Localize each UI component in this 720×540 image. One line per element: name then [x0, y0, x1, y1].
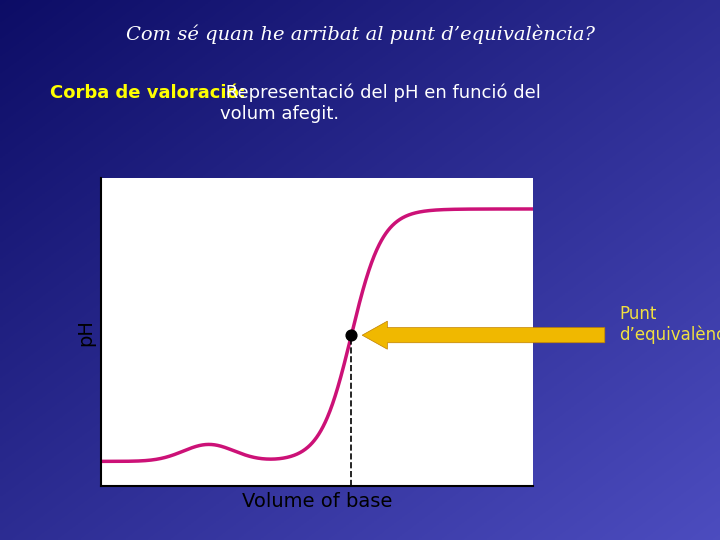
Text: Corba de valoració:: Corba de valoració: [50, 84, 246, 102]
Text: Punt
d’equivalència: Punt d’equivalència [619, 305, 720, 344]
Y-axis label: pH: pH [76, 319, 95, 346]
Text: Com sé quan he arribat al punt d’equivalència?: Com sé quan he arribat al punt d’equival… [125, 24, 595, 44]
X-axis label: Volume of base: Volume of base [242, 491, 392, 510]
Text: Representació del pH en funció del
volum afegit.: Representació del pH en funció del volum… [220, 84, 541, 123]
Point [346, 331, 357, 340]
